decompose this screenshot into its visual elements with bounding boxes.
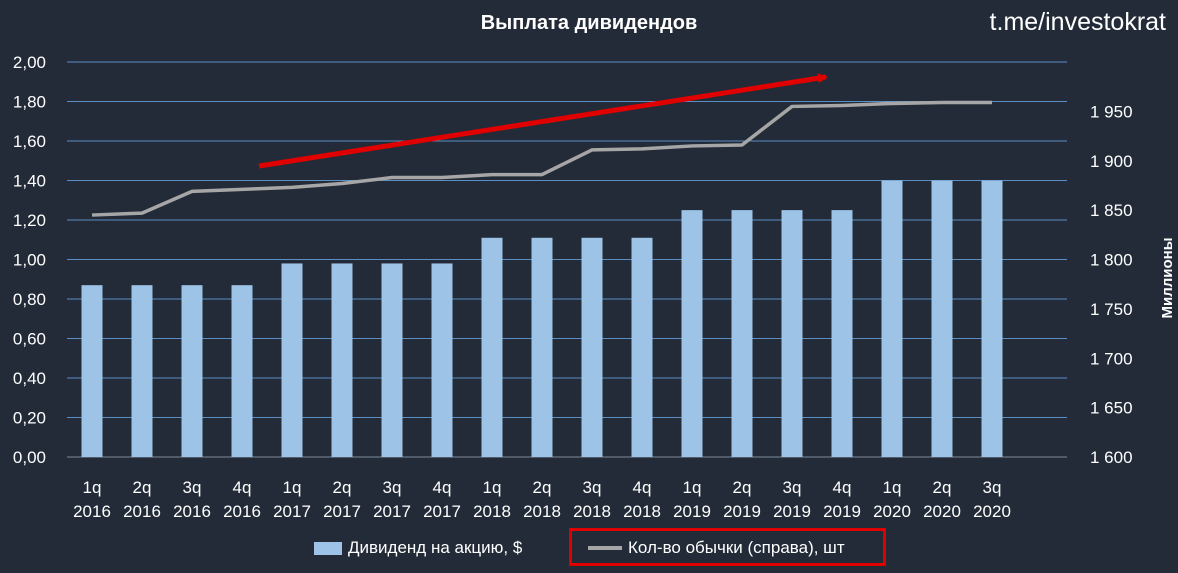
dividend-bar [531, 237, 553, 457]
legend-label-shares: Кол-во обычки (справа), шт [628, 538, 845, 557]
watermark-text: t.me/investokrat [989, 8, 1166, 36]
x-tick-year: 2016 [173, 502, 211, 521]
right-tick-label: 1 600 [1090, 448, 1133, 467]
x-tick-quarter: 3q [983, 478, 1002, 497]
left-tick-label: 0,40 [13, 369, 46, 388]
x-tick-year: 2016 [223, 502, 261, 521]
dividend-bar [881, 180, 903, 457]
dividend-bar [81, 285, 103, 457]
left-tick-label: 1,80 [13, 93, 46, 112]
x-tick-year: 2018 [623, 502, 661, 521]
x-tick-quarter: 4q [633, 478, 652, 497]
dividend-bar [831, 210, 853, 457]
left-tick-label: 2,00 [13, 53, 46, 72]
right-tick-label: 1 700 [1090, 349, 1133, 368]
trend-arrow [258, 73, 828, 169]
legend-swatch-line [588, 546, 622, 550]
right-axis-label: Миллионы [1159, 237, 1176, 318]
x-tick-year: 2020 [973, 502, 1011, 521]
legend-item-shares: Кол-во обычки (справа), шт [588, 538, 845, 558]
right-tick-label: 1 850 [1090, 201, 1133, 220]
legend-highlight-box [569, 528, 886, 566]
x-tick-year: 2018 [573, 502, 611, 521]
dividend-bar [631, 237, 653, 457]
x-tick-quarter: 2q [933, 478, 952, 497]
x-tick-quarter: 2q [733, 478, 752, 497]
left-tick-label: 1,00 [13, 251, 46, 270]
x-tick-quarter: 1q [483, 478, 502, 497]
x-tick-year: 2018 [473, 502, 511, 521]
dividend-bar [681, 210, 703, 457]
x-tick-quarter: 3q [783, 478, 802, 497]
x-tick-quarter: 4q [233, 478, 252, 497]
x-tick-year: 2017 [373, 502, 411, 521]
legend-item-dividend: Дивиденд на акцию, $ [314, 538, 522, 558]
x-tick-year: 2019 [773, 502, 811, 521]
dividend-bar [281, 263, 303, 457]
dividend-bar [231, 285, 253, 457]
left-tick-label: 0,60 [13, 330, 46, 349]
shares-line [91, 100, 992, 217]
right-tick-label: 1 800 [1090, 251, 1133, 270]
dividend-bar [381, 263, 403, 457]
dividend-bar [431, 263, 453, 457]
dividend-bar [331, 263, 353, 457]
left-tick-label: 0,00 [13, 448, 46, 467]
left-tick-label: 0,80 [13, 290, 46, 309]
legend-swatch-bar [314, 541, 342, 555]
x-tick-quarter: 3q [383, 478, 402, 497]
x-tick-year: 2016 [73, 502, 111, 521]
right-tick-label: 1 950 [1090, 102, 1133, 121]
x-tick-year: 2020 [873, 502, 911, 521]
right-tick-label: 1 900 [1090, 152, 1133, 171]
left-tick-label: 1,60 [13, 132, 46, 151]
x-tick-year: 2019 [673, 502, 711, 521]
x-tick-year: 2020 [923, 502, 961, 521]
x-tick-year: 2017 [323, 502, 361, 521]
x-tick-quarter: 1q [683, 478, 702, 497]
left-tick-label: 1,40 [13, 172, 46, 191]
x-tick-quarter: 3q [183, 478, 202, 497]
dividend-bar [781, 210, 803, 457]
left-tick-label: 1,20 [13, 211, 46, 230]
dividend-bar [181, 285, 203, 457]
dividend-bar [481, 237, 503, 457]
x-tick-quarter: 2q [133, 478, 152, 497]
x-tick-year: 2017 [423, 502, 461, 521]
dividend-bar [981, 180, 1003, 457]
x-tick-quarter: 1q [83, 478, 102, 497]
x-tick-year: 2018 [523, 502, 561, 521]
x-tick-quarter: 4q [833, 478, 852, 497]
right-tick-label: 1 750 [1090, 300, 1133, 319]
chart-legend: Дивиденд на акцию, $ Кол-во обычки (спра… [0, 528, 1178, 568]
x-tick-year: 2019 [823, 502, 861, 521]
x-tick-quarter: 3q [583, 478, 602, 497]
x-tick-quarter: 4q [433, 478, 452, 497]
dividend-bar [581, 237, 603, 457]
x-tick-year: 2016 [123, 502, 161, 521]
left-tick-label: 0,20 [13, 409, 46, 428]
dividend-bar [931, 180, 953, 457]
x-tick-year: 2019 [723, 502, 761, 521]
x-tick-quarter: 2q [533, 478, 552, 497]
legend-label-dividend: Дивиденд на акцию, $ [348, 538, 523, 557]
chart-title: Выплата дивидендов [480, 12, 698, 34]
dividend-bar [731, 210, 753, 457]
x-tick-quarter: 1q [283, 478, 302, 497]
x-tick-quarter: 1q [883, 478, 902, 497]
right-tick-label: 1 650 [1090, 399, 1133, 418]
dividend-bar [131, 285, 153, 457]
x-tick-quarter: 2q [333, 478, 352, 497]
x-tick-year: 2017 [273, 502, 311, 521]
